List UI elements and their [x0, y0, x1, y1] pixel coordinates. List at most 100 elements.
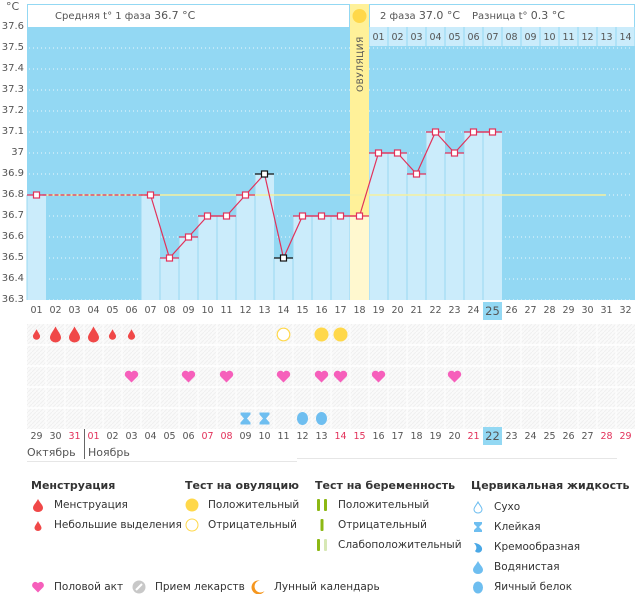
cycle-day-today[interactable]: 25 — [483, 302, 502, 320]
phase2-label: 2 фаза — [380, 11, 416, 22]
cycle-day-label[interactable]: 01 — [30, 305, 43, 316]
calendar-date[interactable]: 02 — [106, 431, 119, 442]
temperature-bar — [274, 258, 293, 300]
egg-icon — [471, 580, 485, 594]
cycle-day-label[interactable]: 14 — [277, 305, 290, 316]
legend-item-preg-negative: Отрицательный — [315, 518, 427, 532]
cycle-day-label[interactable]: 18 — [353, 305, 366, 316]
calendar-date[interactable]: 07 — [201, 431, 214, 442]
phase1-average: Средняя t° 1 фаза 36.7 °C — [55, 9, 195, 22]
cycle-day-label[interactable]: 08 — [163, 305, 176, 316]
calendar-date[interactable]: 08 — [220, 431, 233, 442]
calendar-date[interactable]: 03 — [125, 431, 138, 442]
temperature-point — [279, 254, 288, 262]
cycle-day-label[interactable]: 27 — [524, 305, 537, 316]
post-ovulation-day-label: 08 — [505, 32, 518, 43]
cycle-day-label[interactable]: 09 — [182, 305, 195, 316]
cycle-day-label[interactable]: 15 — [296, 305, 309, 316]
calendar-date[interactable]: 31 — [68, 431, 81, 442]
cycle-day-label[interactable]: 06 — [125, 305, 138, 316]
calendar-date[interactable]: 01 — [87, 431, 100, 442]
heart-icon — [181, 370, 196, 383]
cycle-day-label[interactable]: 02 — [49, 305, 62, 316]
calendar-date[interactable]: 11 — [277, 431, 290, 442]
calendar-divider-right — [297, 458, 617, 459]
calendar-date[interactable]: 20 — [448, 431, 461, 442]
cycle-day-label[interactable]: 31 — [600, 305, 613, 316]
calendar-date[interactable]: 09 — [239, 431, 252, 442]
calendar-date[interactable]: 30 — [49, 431, 62, 442]
cycle-day-label[interactable]: 22 — [429, 305, 442, 316]
legend-label: Положительный — [208, 499, 300, 511]
calendar-date[interactable]: 06 — [182, 431, 195, 442]
cycle-day-label[interactable]: 16 — [315, 305, 328, 316]
cycle-day-label[interactable]: 04 — [87, 305, 100, 316]
calendar-date[interactable]: 13 — [315, 431, 328, 442]
cycle-day-label[interactable]: 05 — [106, 305, 119, 316]
legend-label: Слабоположительный — [338, 539, 462, 551]
calendar-date[interactable]: 28 — [600, 431, 613, 442]
one-line-icon — [315, 518, 329, 532]
cycle-day-label[interactable]: 07 — [144, 305, 157, 316]
cycle-day-label[interactable]: 21 — [410, 305, 423, 316]
calendar-date[interactable]: 10 — [258, 431, 271, 442]
menstruation-drop-icon — [69, 326, 80, 343]
hourglass-icon — [471, 520, 485, 534]
cycle-day-label[interactable]: 26 — [505, 305, 518, 316]
cycle-day-label[interactable]: 29 — [562, 305, 575, 316]
circle-filled-icon — [185, 498, 199, 512]
calendar-date[interactable]: 21 — [467, 431, 480, 442]
calendar-date[interactable]: 18 — [410, 431, 423, 442]
post-ovulation-day-label: 05 — [448, 32, 461, 43]
cycle-day-label[interactable]: 13 — [258, 305, 271, 316]
calendar-date[interactable]: 16 — [372, 431, 385, 442]
spotting-drop-icon — [127, 329, 136, 340]
heart-icon — [276, 370, 291, 383]
calendar-date[interactable]: 15 — [353, 431, 366, 442]
legend-item-ovu-negative: Отрицательный — [185, 518, 297, 532]
calendar-date[interactable]: 17 — [391, 431, 404, 442]
cycle-day-label[interactable]: 23 — [448, 305, 461, 316]
cycle-day-label[interactable]: 11 — [220, 305, 233, 316]
legend-label: Лунный календарь — [274, 581, 380, 593]
cycle-day-label[interactable]: 20 — [391, 305, 404, 316]
cycle-day-label[interactable]: 12 — [239, 305, 252, 316]
cycle-day-label[interactable]: 32 — [619, 305, 632, 316]
cycle-day-label[interactable]: 17 — [334, 305, 347, 316]
calendar-date[interactable]: 25 — [543, 431, 556, 442]
y-tick-label: 37.5 — [1, 42, 24, 53]
cycle-day-label[interactable]: 03 — [68, 305, 81, 316]
calendar-date-today[interactable]: 22 — [483, 427, 502, 445]
ovulation-label: ОВУЛЯЦИЯ — [356, 36, 366, 92]
calendar-date[interactable]: 12 — [296, 431, 309, 442]
temperature-bar — [369, 153, 388, 300]
calendar-date[interactable]: 04 — [144, 431, 157, 442]
calendar-date[interactable]: 24 — [524, 431, 537, 442]
cycle-day-label[interactable]: 28 — [543, 305, 556, 316]
calendar-date[interactable]: 19 — [429, 431, 442, 442]
calendar-date[interactable]: 26 — [562, 431, 575, 442]
legend-item-eggwhite: Яичный белок — [471, 580, 572, 594]
cycle-day-label[interactable]: 24 — [467, 305, 480, 316]
legend-item-ovu-positive: Положительный — [185, 498, 299, 512]
phase2-value: 37.0 °C — [418, 9, 461, 22]
calendar-date[interactable]: 29 — [30, 431, 43, 442]
calendar-date[interactable]: 27 — [581, 431, 594, 442]
post-ovulation-day-cell — [502, 27, 521, 46]
legend-label: Сухо — [494, 501, 521, 513]
cycle-day-label[interactable]: 10 — [201, 305, 214, 316]
cycle-day-label[interactable]: 19 — [372, 305, 385, 316]
calendar-date[interactable]: 14 — [334, 431, 347, 442]
post-ovulation-day-cell — [597, 27, 616, 46]
legend-item-sticky: Клейкая — [471, 520, 541, 534]
y-tick-label: 37 — [11, 147, 24, 158]
calendar-date[interactable]: 23 — [505, 431, 518, 442]
calendar-date[interactable]: 05 — [163, 431, 176, 442]
cycle-day-label[interactable]: 30 — [581, 305, 594, 316]
moon-icon — [251, 580, 265, 595]
drop-large-icon — [31, 498, 45, 512]
legend-item-moon-calendar[interactable]: Лунный календарь — [251, 580, 380, 595]
post-ovulation-day-cell — [521, 27, 540, 46]
ovulation-sun-icon — [352, 9, 367, 23]
calendar-date[interactable]: 29 — [619, 431, 632, 442]
